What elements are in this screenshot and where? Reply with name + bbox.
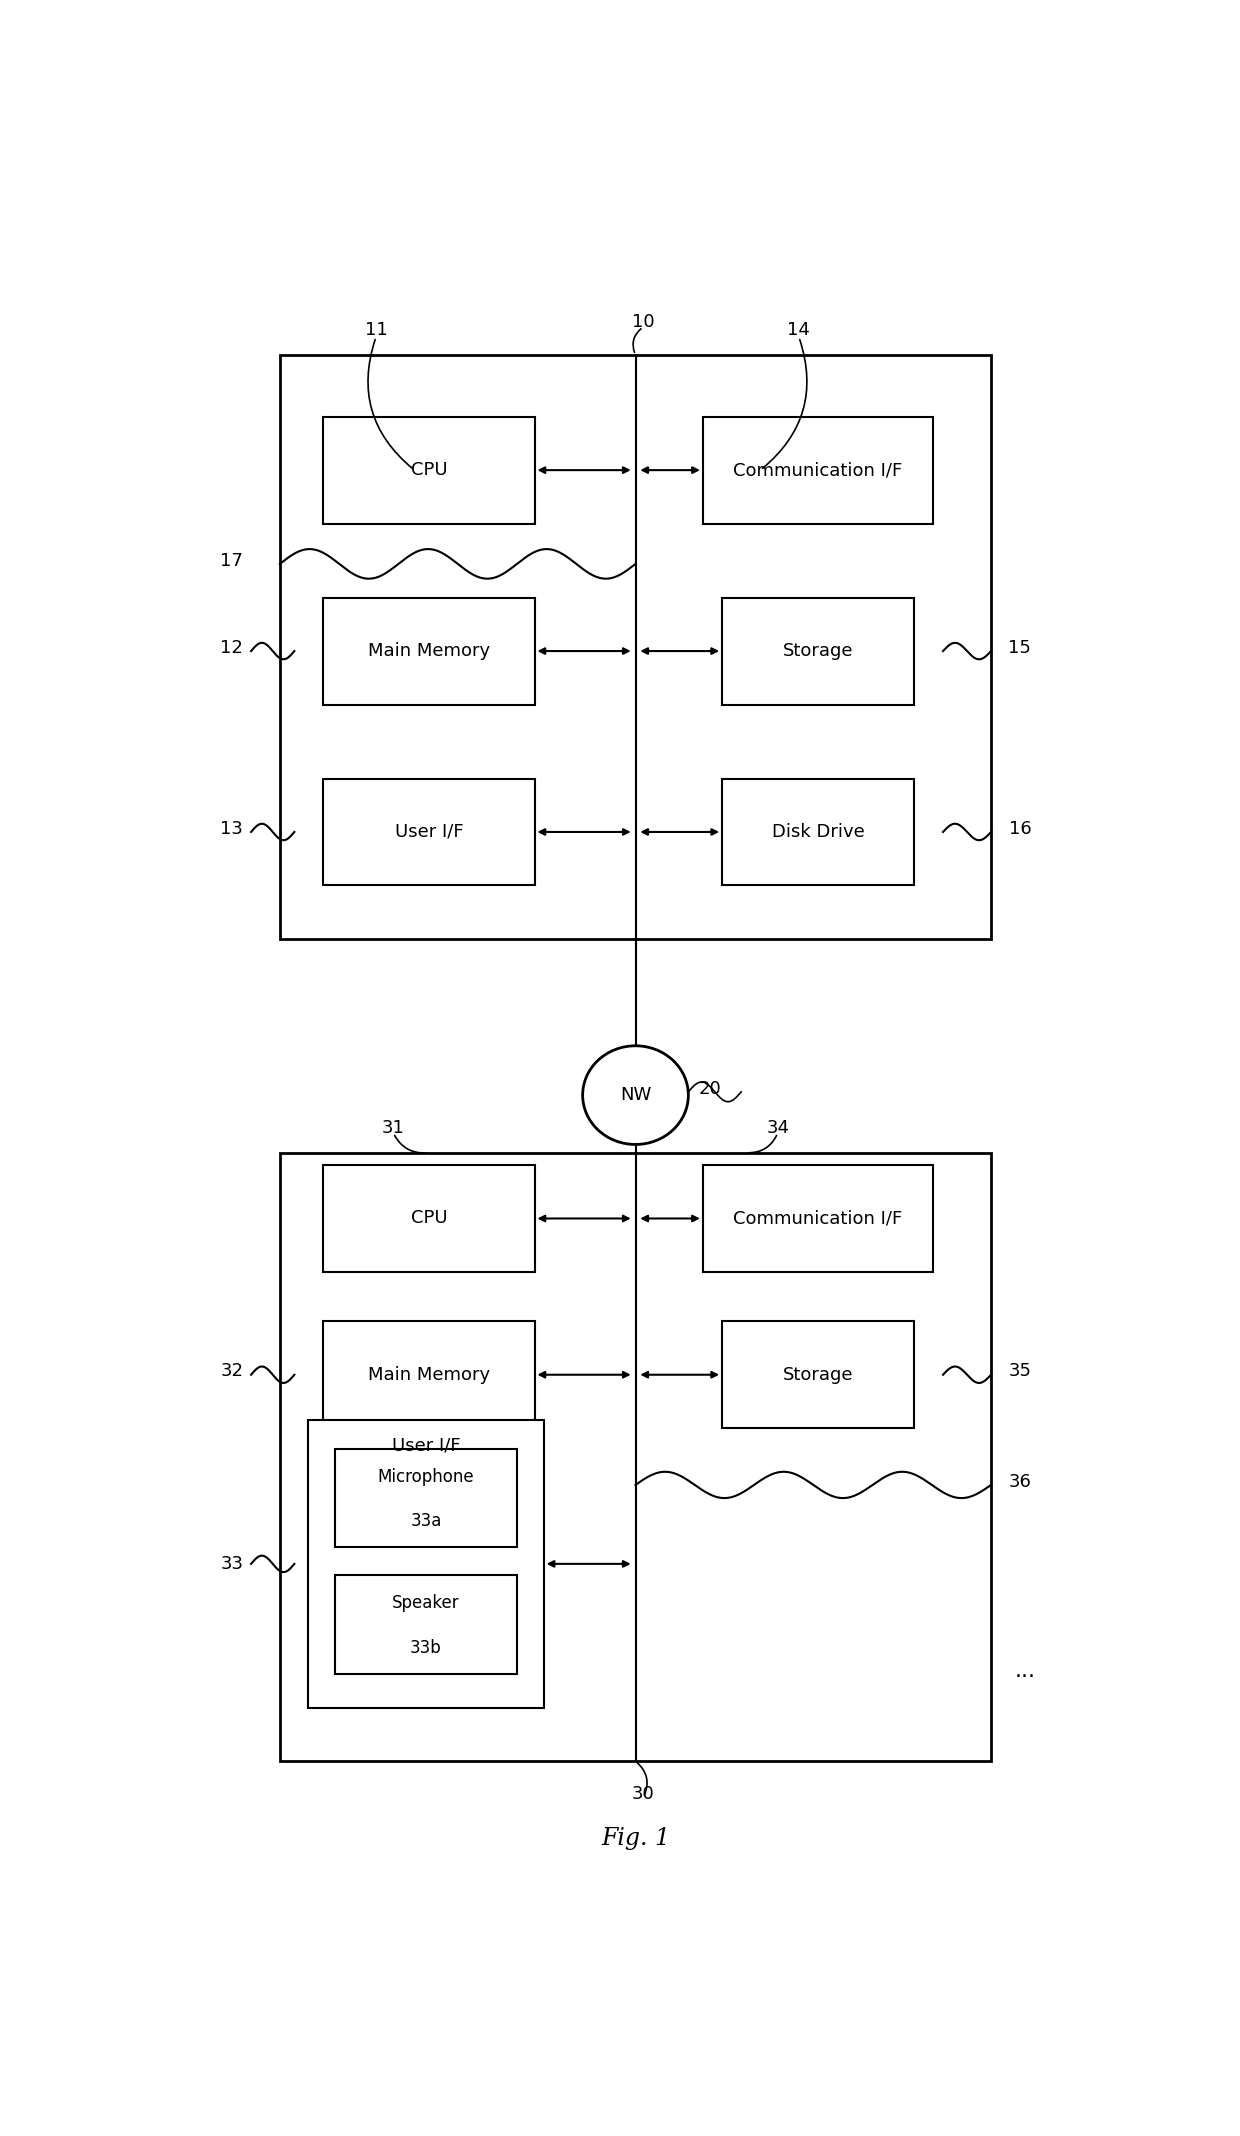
Bar	[324, 778, 534, 886]
Bar	[324, 417, 534, 523]
Text: Storage: Storage	[782, 643, 853, 660]
Text: CPU: CPU	[410, 1209, 448, 1228]
Text: 12: 12	[221, 639, 243, 656]
Text: 35: 35	[1008, 1363, 1032, 1380]
Bar	[722, 778, 914, 886]
Text: Speaker: Speaker	[392, 1593, 460, 1613]
Bar	[335, 1448, 517, 1546]
Text: Communication I/F: Communication I/F	[734, 1209, 903, 1228]
Text: CPU: CPU	[410, 461, 448, 478]
Text: 33: 33	[221, 1555, 243, 1572]
Text: Storage: Storage	[782, 1365, 853, 1384]
Bar	[324, 1164, 534, 1271]
Bar	[722, 598, 914, 705]
Text: Main Memory: Main Memory	[368, 643, 490, 660]
Text: Fig. 1: Fig. 1	[601, 1826, 670, 1850]
Text: 16: 16	[1008, 820, 1032, 837]
Text: 31: 31	[382, 1119, 404, 1136]
Bar	[309, 1420, 543, 1709]
Text: 20: 20	[699, 1079, 722, 1098]
Bar	[703, 417, 934, 523]
Text: 36: 36	[1008, 1472, 1032, 1491]
Bar	[703, 1164, 934, 1271]
Text: Main Memory: Main Memory	[368, 1365, 490, 1384]
Text: 33a: 33a	[410, 1512, 441, 1529]
Bar	[324, 598, 534, 705]
Bar	[280, 355, 991, 940]
Text: NW: NW	[620, 1085, 651, 1104]
Text: 33b: 33b	[410, 1638, 441, 1658]
Text: 34: 34	[766, 1119, 789, 1136]
Bar	[280, 1153, 991, 1762]
Text: Microphone: Microphone	[378, 1467, 475, 1487]
Bar	[324, 1322, 534, 1429]
Text: ...: ...	[1014, 1662, 1035, 1681]
Text: Communication I/F: Communication I/F	[734, 461, 903, 478]
Text: 13: 13	[221, 820, 243, 837]
Text: 30: 30	[632, 1786, 655, 1803]
Text: 10: 10	[632, 314, 655, 331]
Text: 14: 14	[787, 320, 810, 340]
Text: Disk Drive: Disk Drive	[771, 822, 864, 842]
Text: 17: 17	[221, 551, 243, 570]
Text: 11: 11	[365, 320, 387, 340]
Text: 15: 15	[1008, 639, 1032, 656]
Bar	[722, 1322, 914, 1429]
Text: User I/F: User I/F	[394, 822, 464, 842]
Bar	[335, 1576, 517, 1675]
Text: 32: 32	[221, 1363, 243, 1380]
Text: User I/F: User I/F	[392, 1435, 460, 1455]
